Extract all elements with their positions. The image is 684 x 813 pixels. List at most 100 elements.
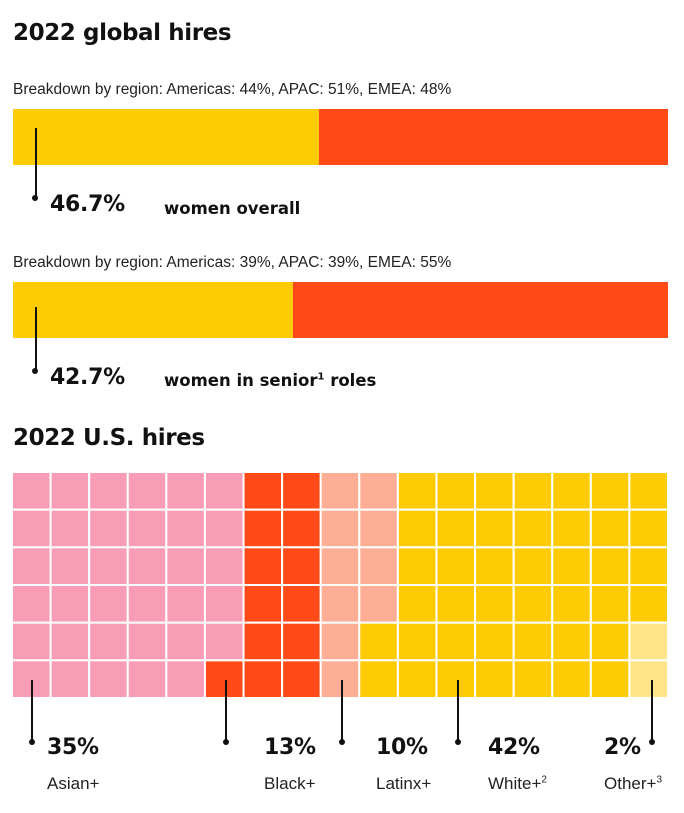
white-pointer-dot	[454, 739, 461, 745]
white-pointer	[457, 680, 459, 742]
waffle-cell-asian	[203, 621, 245, 662]
waffle-cell-white	[512, 659, 554, 699]
waffle-cell-other	[628, 621, 669, 662]
waffle-cell-white	[435, 508, 477, 549]
other-footnote: 3	[656, 774, 663, 786]
waffle-cell-white	[396, 472, 438, 511]
women-senior-bar	[13, 282, 668, 338]
waffle-cell-latinx	[319, 472, 361, 511]
waffle-cell-white	[512, 472, 554, 511]
waffle-cell-white	[551, 508, 592, 549]
black-label: Black+	[264, 774, 316, 794]
women-senior-value: 42.7%	[50, 365, 125, 390]
waffle-cell-white	[589, 659, 631, 699]
waffle-cell-white	[551, 546, 592, 586]
waffle-cell-black	[281, 659, 322, 699]
waffle-cell-white	[512, 508, 554, 549]
women-senior-bar-women-segment	[13, 282, 293, 338]
women-overall-pointer	[35, 128, 37, 198]
women-senior-pointer	[35, 307, 37, 372]
black-pointer-dot	[222, 739, 229, 745]
waffle-cell-white	[628, 584, 669, 624]
latinx-pointer	[341, 680, 343, 742]
white-percent: 42%	[488, 735, 540, 760]
black-label-text: Black+	[264, 774, 316, 793]
waffle-cell-asian	[126, 659, 168, 699]
waffle-cell-white	[474, 659, 515, 699]
waffle-cell-black	[242, 659, 284, 699]
waffle-cell-asian	[165, 584, 206, 624]
waffle-cell-white	[474, 508, 515, 549]
waffle-cell-asian	[12, 546, 52, 586]
waffle-cell-asian	[165, 659, 206, 699]
waffle-cell-white	[551, 584, 592, 624]
waffle-cell-white	[589, 508, 631, 549]
women-senior-breakdown: Breakdown by region: Americas: 39%, APAC…	[13, 254, 452, 271]
waffle-cell-asian	[165, 472, 206, 511]
waffle-cell-latinx	[319, 584, 361, 624]
latinx-percent: 10%	[376, 735, 428, 760]
waffle-cell-asian	[49, 546, 91, 586]
waffle-cell-white	[589, 584, 631, 624]
asian-label: Asian+	[47, 774, 99, 794]
waffle-cell-asian	[88, 584, 129, 624]
waffle-cell-white	[396, 621, 438, 662]
waffle-cell-asian	[88, 508, 129, 549]
waffle-cell-black	[281, 584, 322, 624]
waffle-cell-white	[628, 546, 669, 586]
waffle-cell-white	[474, 621, 515, 662]
waffle-cell-white	[551, 472, 592, 511]
waffle-cell-white	[512, 546, 554, 586]
waffle-cell-asian	[49, 508, 91, 549]
waffle-cell-white	[358, 659, 399, 699]
white-label-text: White+	[488, 774, 542, 793]
white-footnote: 2	[541, 774, 547, 786]
waffle-cell-latinx	[319, 621, 361, 662]
waffle-cell-white	[551, 621, 592, 662]
waffle-cell-white	[358, 621, 399, 662]
women-overall-pointer-dot	[32, 195, 38, 201]
waffle-cell-black	[242, 621, 284, 662]
waffle-cell-black	[242, 584, 284, 624]
waffle-cell-white	[589, 472, 631, 511]
women-overall-breakdown: Breakdown by region: Americas: 44%, APAC…	[13, 81, 452, 98]
asian-percent: 35%	[47, 735, 99, 760]
waffle-cell-white	[435, 659, 477, 699]
waffle-cell-white	[551, 659, 592, 699]
us-hires-title: 2022 U.S. hires	[13, 425, 205, 451]
waffle-cell-asian	[203, 546, 245, 586]
white-label: White+2	[488, 774, 547, 794]
waffle-cell-latinx	[319, 546, 361, 586]
women-senior-label: women in senior1 roles	[164, 371, 376, 390]
other-pointer-dot	[648, 739, 655, 745]
waffle-cell-asian	[49, 621, 91, 662]
women-overall-bar-women-segment	[13, 109, 319, 165]
other-label: Other+3	[604, 774, 662, 794]
waffle-cell-asian	[203, 472, 245, 511]
waffle-cell-white	[589, 621, 631, 662]
waffle-cell-asian	[12, 621, 52, 662]
waffle-cell-latinx	[358, 584, 399, 624]
waffle-cell-white	[396, 546, 438, 586]
waffle-cell-white	[628, 472, 669, 511]
waffle-cell-black	[242, 508, 284, 549]
waffle-cell-white	[474, 472, 515, 511]
waffle-cell-asian	[12, 472, 52, 511]
waffle-cell-latinx	[358, 546, 399, 586]
asian-pointer-dot	[28, 739, 35, 745]
waffle-cell-black	[242, 472, 284, 511]
waffle-cell-latinx	[358, 472, 399, 511]
women-overall-value: 46.7%	[50, 192, 125, 217]
other-label-text: Other+	[604, 774, 657, 793]
women-senior-label-text: women in senior	[164, 371, 318, 390]
waffle-cell-black	[281, 508, 322, 549]
waffle-cell-white	[474, 546, 515, 586]
waffle-cell-white	[512, 584, 554, 624]
asian-label-text: Asian+	[47, 774, 100, 793]
waffle-cell-asian	[12, 508, 52, 549]
waffle-cell-asian	[165, 546, 206, 586]
women-senior-label-suffix: roles	[324, 371, 377, 390]
waffle-cell-latinx	[319, 659, 361, 699]
waffle-cell-black	[281, 472, 322, 511]
women-senior-pointer-dot	[32, 368, 38, 374]
